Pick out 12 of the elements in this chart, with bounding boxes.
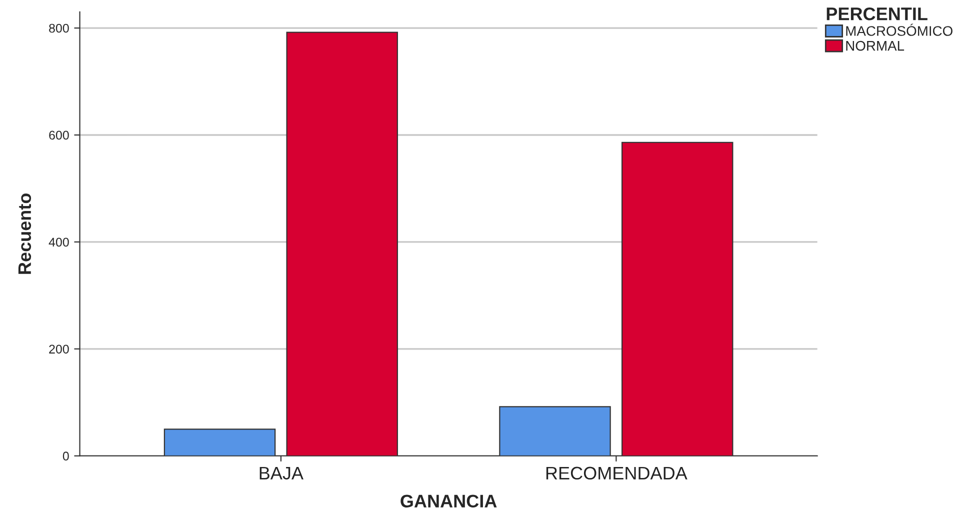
y-tick-label: 600 bbox=[49, 130, 69, 140]
x-tick-label: BAJA bbox=[260, 466, 304, 480]
y-tick-label: 800 bbox=[49, 24, 69, 33]
y-tick-label: 400 bbox=[48, 238, 69, 247]
y-tick-label: 0 bbox=[62, 452, 69, 461]
y-tick-label: 200 bbox=[49, 344, 69, 354]
legend-title: PERCENTIL bbox=[826, 7, 928, 20]
legend-label: NORMAL bbox=[846, 40, 904, 51]
y-axis-title: Recuento bbox=[18, 194, 32, 274]
legend-label: MACROSÓMICO bbox=[846, 24, 952, 36]
x-axis-title: GANANCIA bbox=[400, 494, 497, 508]
x-tick-label: RECOMENDADA bbox=[546, 466, 688, 480]
